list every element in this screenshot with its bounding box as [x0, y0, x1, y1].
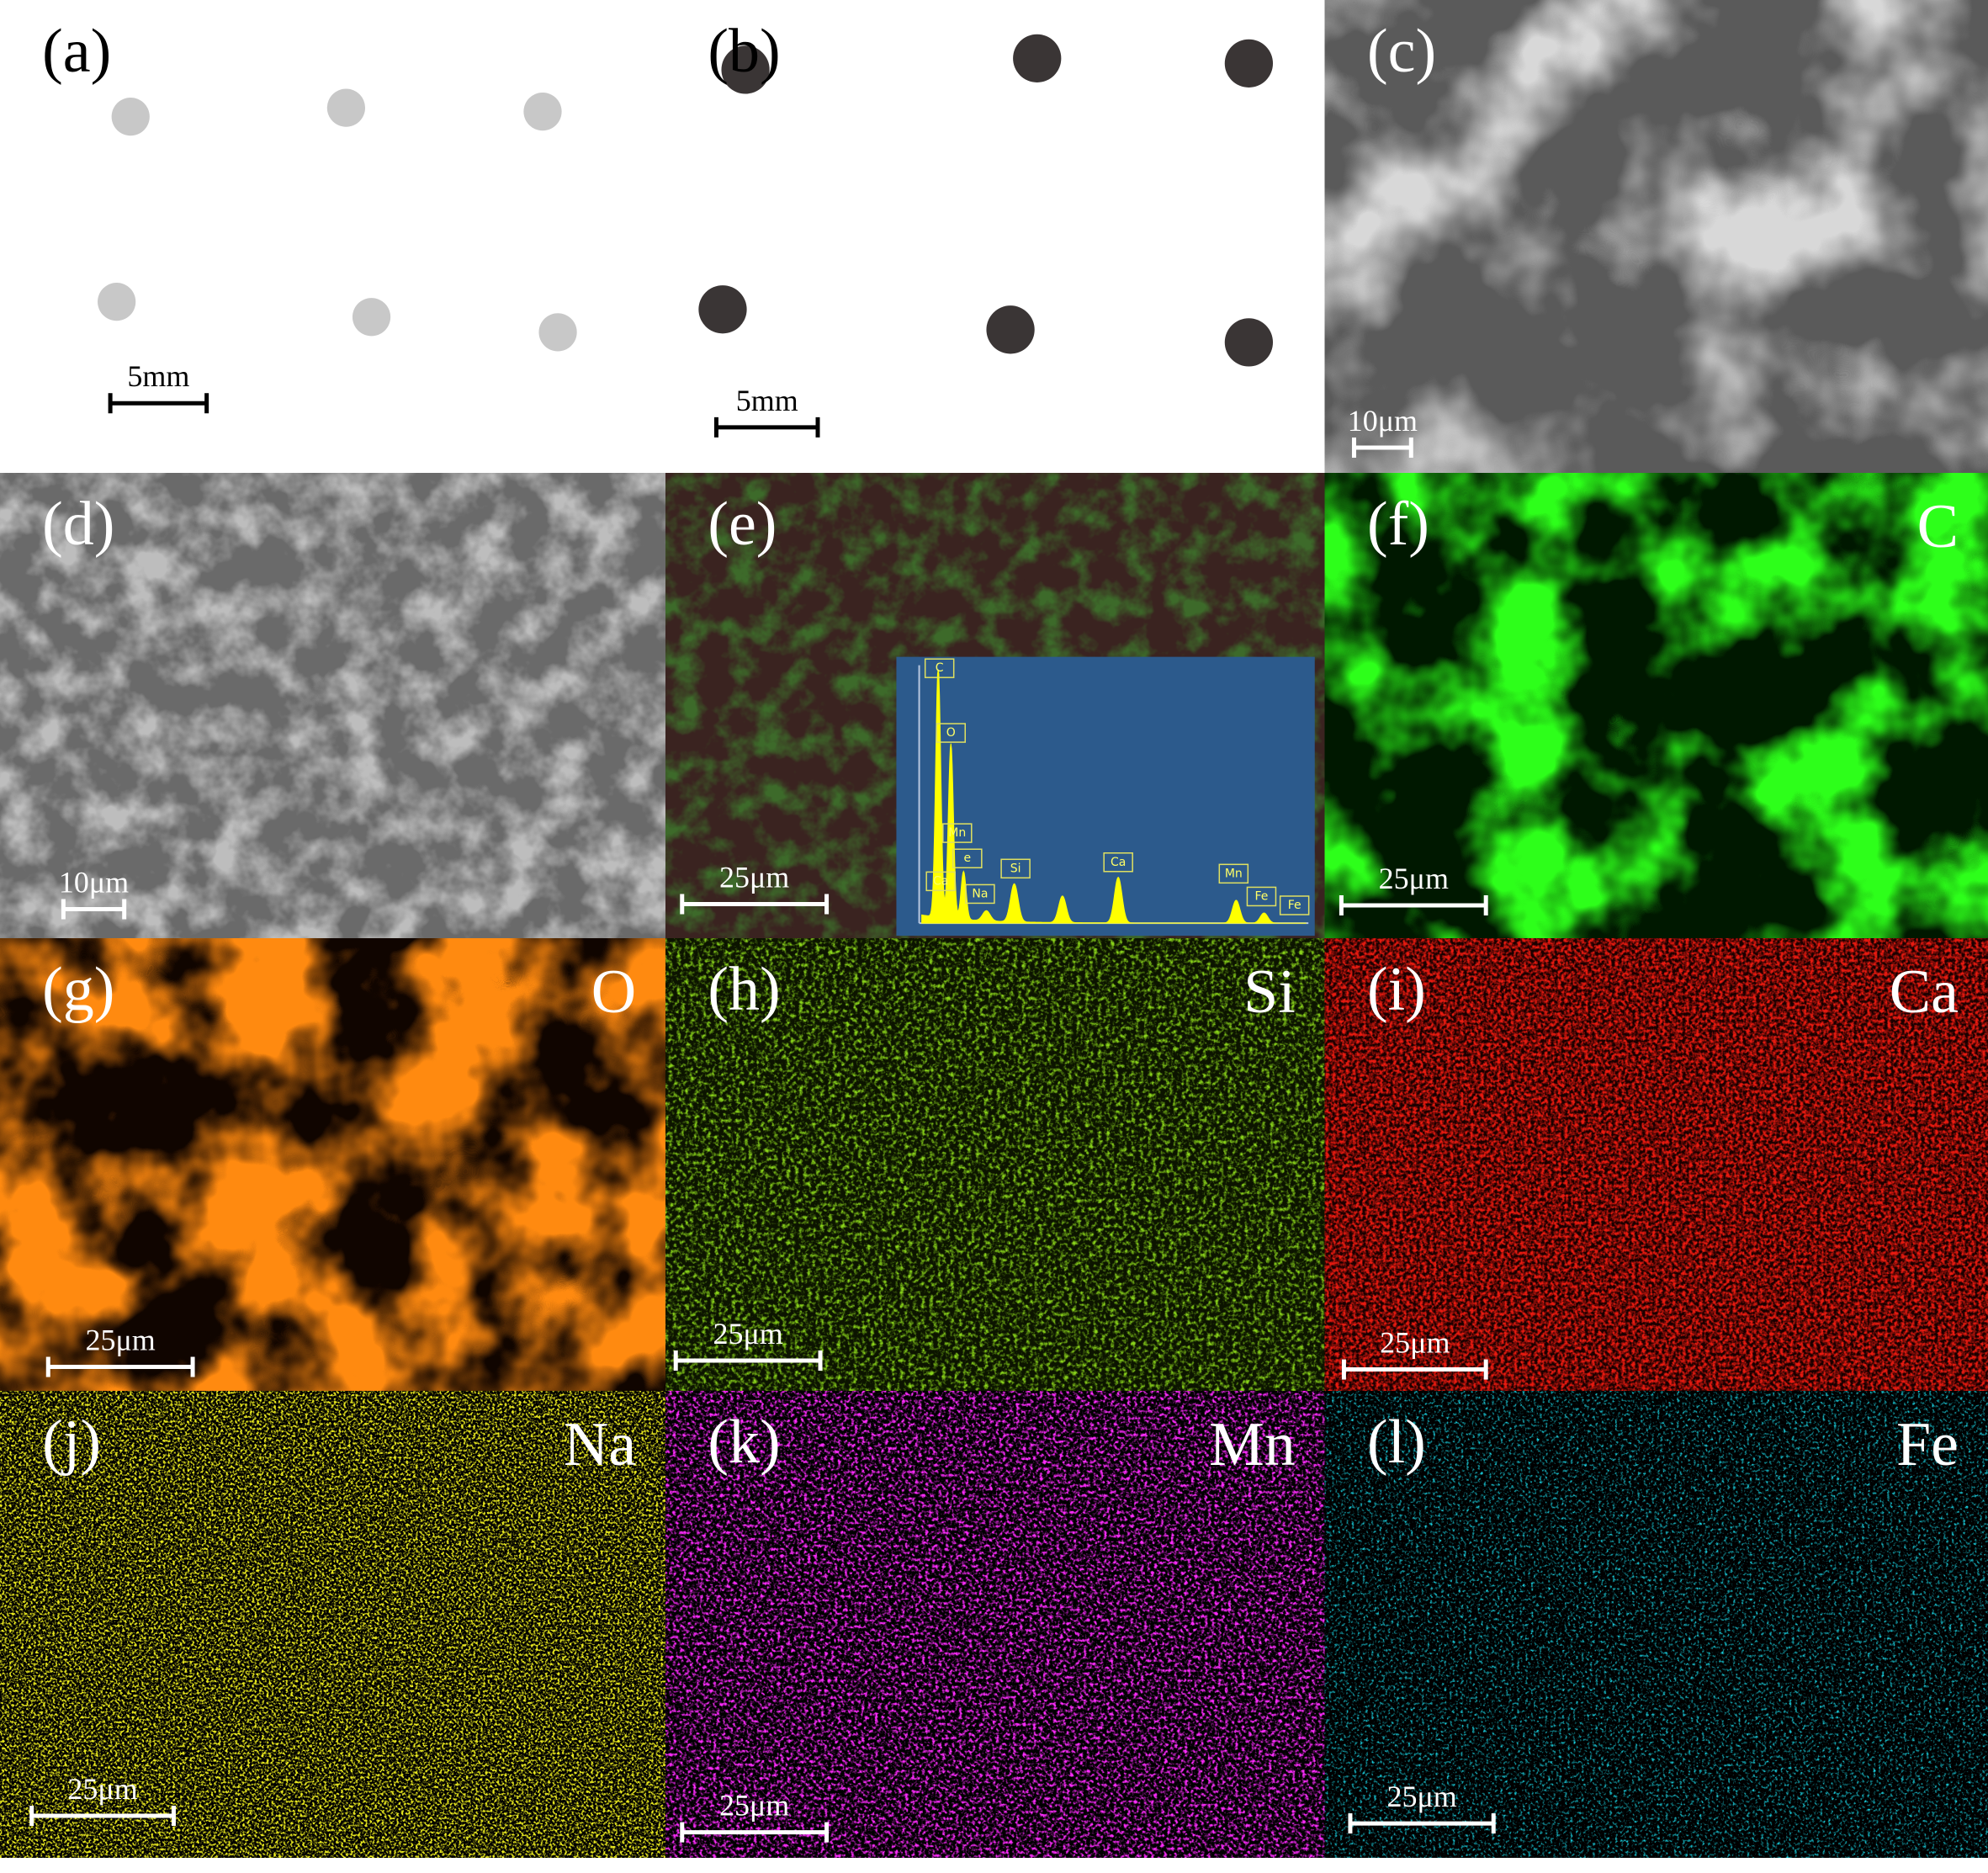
panel: (f) C 25μm [1324, 473, 1988, 939]
peak-label-box [1246, 886, 1277, 907]
sample-dot [986, 305, 1035, 354]
scale-label: 25μm [86, 1324, 156, 1357]
scale-label: 5mm [736, 384, 798, 417]
peak-label-box [924, 658, 955, 678]
sample-dot [523, 93, 562, 131]
inset-background [896, 656, 1315, 936]
element-label: O [591, 958, 636, 1027]
sample-dot [538, 313, 577, 352]
scale-label: 25μm [719, 860, 789, 894]
panel: (i) Ca 25μm [1324, 938, 1988, 1392]
scale-label: 25μm [719, 1789, 789, 1823]
peak-label: Mn [948, 826, 966, 840]
peak-label: Na [972, 887, 988, 900]
panel-label: (i) [1367, 955, 1426, 1024]
scale-label: 10μm [59, 866, 129, 899]
panel: (a) 5mm [0, 0, 666, 474]
peak-label: Ca [1111, 856, 1126, 869]
panel-image [1324, 0, 1988, 474]
panel-label: (l) [1367, 1408, 1426, 1477]
panel-label: (a) [42, 17, 111, 86]
peak-label: O [946, 726, 956, 740]
sample-dot [326, 88, 366, 127]
peak-label-box [1000, 858, 1031, 879]
panel-label: (k) [708, 1408, 780, 1477]
panel: (b) 5mm [665, 0, 1325, 474]
element-label: Mn [1209, 1410, 1296, 1479]
peak-label-box [952, 848, 983, 868]
scale-label: 10μm [1348, 404, 1418, 438]
element-label: Ca [1890, 958, 1959, 1027]
peak-label: Ca [933, 874, 948, 888]
sample-dot [698, 285, 747, 334]
panel-image [0, 473, 666, 939]
panel-label: (c) [1367, 17, 1436, 86]
peak-label-box [1103, 852, 1133, 873]
panel-image [1324, 473, 1988, 939]
panel-image [1324, 1391, 1988, 1858]
peak-label-box [1218, 863, 1249, 884]
peak-label: C [936, 661, 944, 675]
scale-label: 25μm [713, 1317, 782, 1350]
sample-dot [352, 298, 391, 337]
panel-image [665, 938, 1325, 1392]
panel-image [0, 1391, 666, 1858]
panel: (g) O 25μm [0, 938, 666, 1392]
scale-label: 25μm [1386, 1780, 1456, 1813]
eds-spectrum-inset: C O Mn e Ca Na Si Ca Mn Fe Fe [896, 656, 1315, 936]
panel-label: (e) [708, 490, 777, 559]
panel-image [1324, 938, 1988, 1392]
element-label: Na [564, 1410, 636, 1479]
panel: (h) Si 25μm [665, 938, 1325, 1392]
scale-label: 25μm [1380, 1326, 1450, 1360]
peak-label: Mn [1225, 867, 1243, 880]
peak-label-box [942, 823, 973, 843]
peak-label: e [964, 852, 972, 865]
element-label: Si [1243, 958, 1296, 1027]
sample-dot [1013, 34, 1062, 82]
peak-label-box [936, 723, 966, 743]
peak-label-box [965, 883, 995, 905]
panel: (l) Fe 25μm [1324, 1391, 1988, 1858]
scale-label: 25μm [1379, 862, 1449, 895]
peak-label: Si [1010, 862, 1021, 875]
panel: (d) 10μm [0, 473, 666, 939]
panel-label: (j) [42, 1408, 101, 1477]
peak-label-box [1279, 895, 1310, 915]
scale-label: 25μm [67, 1772, 137, 1806]
panel-label: (d) [42, 490, 114, 559]
panel-label: (g) [42, 955, 114, 1024]
sample-dot [721, 45, 770, 94]
peak-label: Fe [1255, 889, 1269, 903]
sample-dot [1224, 318, 1274, 367]
scale-label: 5mm [127, 359, 189, 393]
element-label: Fe [1896, 1410, 1959, 1479]
spectrum-trace [921, 669, 1307, 924]
panel-label: (b) [708, 17, 780, 86]
panel-image [665, 0, 1325, 474]
sample-dot [1224, 39, 1274, 88]
sample-dot [111, 98, 150, 136]
panel: (c) 10μm [1324, 0, 1988, 474]
peak-label: Fe [1288, 899, 1301, 912]
panel-label: (f) [1367, 490, 1429, 559]
sample-dot [98, 283, 136, 321]
panel: (j) Na 25μm [0, 1391, 666, 1858]
panel-image [0, 938, 666, 1392]
peak-label-box [925, 871, 956, 892]
panel-label: (h) [708, 955, 780, 1024]
panel-image [665, 1391, 1325, 1858]
panel: (k) Mn 25μm [665, 1391, 1325, 1858]
element-label: C [1917, 492, 1959, 561]
